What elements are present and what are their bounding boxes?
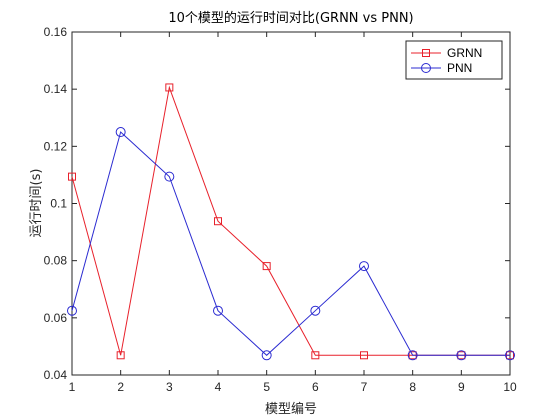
- y-axis-label: 运行时间(s): [29, 169, 44, 238]
- data-point-grnn: [262, 262, 271, 271]
- x-tick-label: 5: [263, 380, 270, 394]
- data-point-pnn: [213, 305, 223, 316]
- legend-label: GRNN: [447, 46, 482, 60]
- legend-item-grnn: GRNN: [411, 46, 482, 60]
- series-line-pnn: [71, 131, 510, 356]
- legend-marker-square: [422, 49, 430, 57]
- x-tick-label: 10: [503, 380, 517, 394]
- legend-label: PNN: [447, 61, 472, 75]
- x-tick-label: 6: [312, 380, 319, 394]
- x-tick-label: 4: [215, 380, 222, 394]
- x-tick-label: 8: [409, 380, 416, 394]
- data-point-grnn: [68, 172, 76, 181]
- y-tick-label: 0.14: [44, 82, 68, 96]
- x-tick-label: 3: [166, 380, 173, 394]
- data-point-grnn: [360, 351, 368, 360]
- plot-area: [71, 31, 511, 376]
- y-tick-label: 0.04: [44, 368, 68, 382]
- x-tick-label: 7: [361, 380, 368, 394]
- x-axis: 1 2 3 4 5 6 7 8 9 10: [69, 32, 517, 394]
- x-tick-label: 1: [69, 380, 76, 394]
- data-point-pnn: [115, 127, 126, 138]
- x-tick-label: 9: [458, 380, 465, 394]
- data-point-pnn: [261, 350, 272, 361]
- y-tick-label: 0.16: [44, 25, 68, 39]
- data-point-pnn: [359, 261, 369, 272]
- legend-marker-circle: [421, 63, 431, 73]
- x-tick-label: 2: [117, 380, 124, 394]
- series-pnn: [67, 127, 515, 361]
- data-point-grnn: [165, 83, 174, 92]
- y-axis: 0.04 0.06 0.08 0.1 0.12 0.14 0.16: [44, 25, 510, 382]
- data-point-pnn: [310, 305, 321, 316]
- data-point-grnn: [116, 351, 125, 360]
- series-layer: [67, 83, 515, 361]
- data-point-pnn: [407, 350, 418, 361]
- chart-title: 10个模型的运行时间对比(GRNN vs PNN): [168, 10, 413, 26]
- y-tick-label: 0.12: [44, 139, 68, 153]
- x-axis-label: 模型编号: [265, 402, 317, 417]
- legend-item-pnn: PNN: [411, 61, 472, 75]
- data-point-pnn: [505, 350, 515, 361]
- data-point-pnn: [456, 350, 467, 361]
- y-tick-label: 0.08: [44, 254, 68, 268]
- y-tick-label: 0.06: [44, 311, 68, 325]
- y-tick-label: 0.1: [50, 197, 67, 211]
- legend-box: [405, 40, 503, 80]
- data-point-grnn: [214, 217, 222, 226]
- data-point-grnn: [311, 351, 320, 360]
- data-point-pnn: [164, 171, 175, 182]
- data-point-pnn: [67, 305, 77, 316]
